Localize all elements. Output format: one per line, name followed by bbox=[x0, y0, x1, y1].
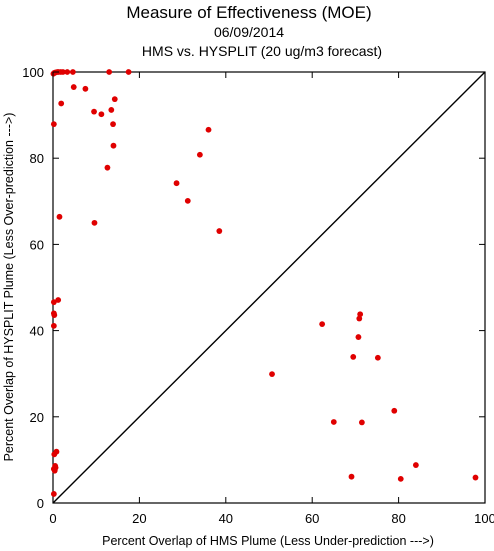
data-point bbox=[110, 142, 117, 149]
data-point bbox=[104, 164, 111, 171]
data-point bbox=[108, 107, 115, 113]
x-axis-ticks: 0 20 40 60 80 100 bbox=[49, 72, 494, 526]
data-point bbox=[51, 467, 58, 474]
y-tick-label: 40 bbox=[30, 324, 44, 339]
data-point bbox=[50, 121, 57, 128]
data-point bbox=[356, 315, 363, 322]
data-point bbox=[106, 69, 113, 75]
data-point bbox=[330, 419, 337, 425]
data-point bbox=[50, 299, 57, 306]
data-point bbox=[350, 353, 357, 360]
data-point bbox=[374, 354, 381, 361]
y-tick-label: 80 bbox=[30, 151, 44, 166]
data-point bbox=[269, 371, 275, 378]
data-point bbox=[391, 407, 398, 414]
data-point bbox=[357, 311, 364, 318]
data-point bbox=[319, 321, 326, 328]
y-axis-ticks: 0 20 40 60 80 100 bbox=[22, 65, 485, 511]
y-tick-label: 60 bbox=[30, 237, 44, 252]
data-point bbox=[348, 473, 355, 480]
y-tick-label: 0 bbox=[37, 496, 44, 511]
y-tick-label: 20 bbox=[30, 410, 44, 425]
data-point bbox=[397, 475, 404, 482]
data-point bbox=[69, 69, 76, 75]
plot-area bbox=[52, 71, 486, 504]
data-point bbox=[58, 100, 65, 107]
data-point bbox=[60, 69, 66, 75]
y-tick-label: 100 bbox=[22, 65, 44, 80]
data-point bbox=[173, 180, 180, 187]
data-point bbox=[91, 108, 97, 115]
x-axis-label: Percent Overlap of HMS Plume (Less Under… bbox=[102, 534, 434, 548]
data-point bbox=[51, 451, 58, 458]
reference-line bbox=[52, 71, 486, 504]
plot-frame bbox=[52, 71, 486, 504]
data-point bbox=[358, 419, 365, 426]
x-tick-label: 80 bbox=[391, 511, 405, 526]
data-point bbox=[64, 69, 71, 75]
x-tick-label: 20 bbox=[132, 511, 146, 526]
data-point bbox=[82, 85, 89, 92]
data-point bbox=[205, 126, 212, 133]
data-point bbox=[51, 312, 58, 318]
x-tick-label: 0 bbox=[49, 511, 56, 526]
data-point bbox=[91, 219, 98, 226]
data-point bbox=[355, 334, 362, 340]
data-points bbox=[50, 69, 479, 497]
data-point bbox=[184, 197, 191, 204]
data-point bbox=[50, 322, 57, 329]
chart-date: 06/09/2014 bbox=[214, 24, 284, 40]
data-point bbox=[196, 151, 203, 158]
data-point bbox=[70, 84, 77, 90]
data-point bbox=[50, 491, 57, 497]
x-tick-label: 40 bbox=[219, 511, 233, 526]
data-point bbox=[98, 111, 105, 118]
data-point bbox=[111, 96, 118, 103]
data-point bbox=[110, 121, 116, 128]
x-tick-label: 60 bbox=[305, 511, 319, 526]
data-point bbox=[125, 69, 132, 75]
data-point bbox=[216, 228, 223, 234]
data-point bbox=[412, 462, 419, 468]
y-axis-label: Percent Overlap of HYSPLIT Plume (Less O… bbox=[2, 113, 16, 462]
data-point bbox=[55, 297, 62, 303]
x-tick-label: 100 bbox=[474, 511, 494, 526]
chart-subtitle: HMS vs. HYSPLIT (20 ug/m3 forecast) bbox=[142, 43, 382, 59]
chart-title: Measure of Effectiveness (MOE) bbox=[126, 3, 371, 22]
data-point bbox=[56, 213, 63, 220]
data-point bbox=[472, 474, 479, 481]
